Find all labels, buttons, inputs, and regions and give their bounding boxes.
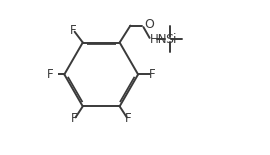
Text: F: F bbox=[69, 24, 76, 37]
Text: O: O bbox=[144, 18, 154, 31]
Text: Si: Si bbox=[166, 33, 177, 46]
Text: HN: HN bbox=[150, 33, 168, 46]
Text: F: F bbox=[125, 112, 131, 125]
Text: F: F bbox=[148, 68, 155, 81]
Text: F: F bbox=[47, 68, 54, 81]
Text: F: F bbox=[71, 112, 78, 125]
